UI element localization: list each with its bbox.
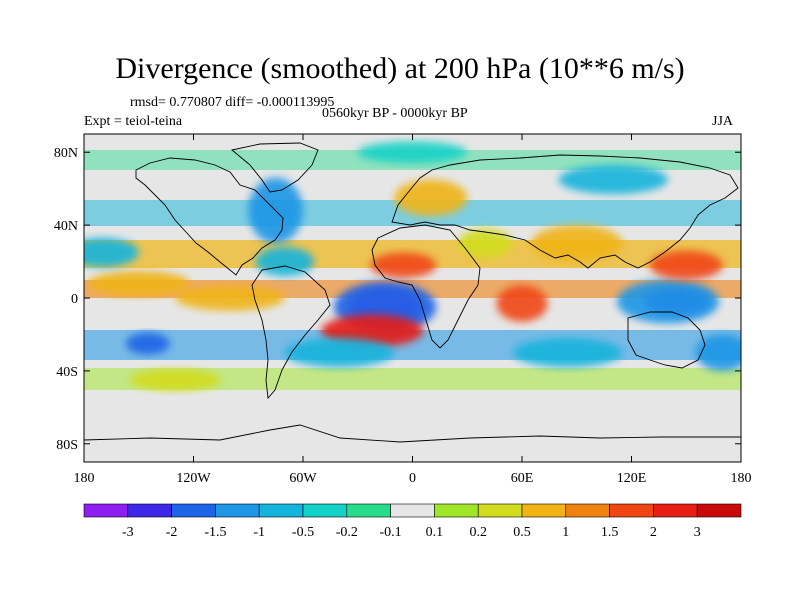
lon-tick-label: 60E xyxy=(511,471,534,486)
colorbar-label: 2 xyxy=(650,525,657,540)
colorbar-label: 0.1 xyxy=(426,525,444,540)
colorbar-swatch xyxy=(258,503,304,518)
lon-tick-label: 120W xyxy=(176,471,211,486)
colorbar-swatch xyxy=(390,503,435,518)
colorbar-swatch xyxy=(215,503,260,518)
lon-tick-label: 60W xyxy=(289,471,317,486)
colorbar-swatch xyxy=(696,503,742,518)
lon-tick-label: 0 xyxy=(409,471,416,486)
colorbar-label: 1 xyxy=(562,525,569,540)
colorbar-swatch xyxy=(434,503,479,518)
colorbar-label: 0.5 xyxy=(513,525,531,540)
coast-greenland xyxy=(231,142,319,193)
colorbar: -3 -2 -1.5 -1 -0.5 -0.2 -0.1 0.1 0.2 0.5 1 1.5 2 3 xyxy=(83,503,742,540)
anomaly-blob xyxy=(129,369,221,391)
colorbar-swatch xyxy=(609,503,654,518)
lat-tick-label: 80S xyxy=(56,438,78,453)
colorbar-swatch xyxy=(477,503,523,518)
colorbar-label: 1.5 xyxy=(601,525,619,540)
lon-tick-label: 180 xyxy=(74,471,95,486)
anomaly-blob xyxy=(531,225,623,262)
lat-tick-label: 40S xyxy=(56,365,78,380)
anomaly-blob xyxy=(87,270,190,297)
colorbar-label: 0.2 xyxy=(469,525,487,540)
anomaly-blob xyxy=(695,334,741,371)
anomaly-blob xyxy=(394,179,468,216)
colorbar-label: -0.1 xyxy=(380,525,402,540)
colorbar-swatch xyxy=(346,503,391,518)
anomaly-blob xyxy=(370,252,437,278)
divergence-field xyxy=(84,141,741,419)
anomaly-blob xyxy=(357,141,468,164)
anomaly-blob xyxy=(496,285,548,322)
colorbar-label: -3 xyxy=(122,525,134,540)
colorbar-label: -2 xyxy=(166,525,178,540)
lat-tick-label: 40N xyxy=(54,219,78,234)
coast-eurasia xyxy=(391,154,739,269)
anomaly-blob xyxy=(512,338,623,368)
lat-tick-label: 0 xyxy=(71,292,78,307)
map-title: Divergence (smoothed) at 200 hPa (10**6 … xyxy=(115,52,685,85)
anomaly-blob xyxy=(616,279,720,324)
colorbar-swatch xyxy=(653,503,698,518)
anomaly-blob xyxy=(558,164,668,195)
coast-south-america xyxy=(251,265,331,400)
axis-ticks: 80N 40N 0 40S 80S 180 120W 60W 0 60E 120E 180 xyxy=(54,134,752,486)
colorbar-swatch xyxy=(83,503,129,518)
coast-antarctica xyxy=(84,424,741,443)
colorbar-label: 3 xyxy=(694,525,701,540)
band-south-mid xyxy=(84,368,741,390)
colorbar-label: -0.2 xyxy=(336,525,358,540)
colorbar-label: -1.5 xyxy=(204,525,226,540)
colorbar-swatch xyxy=(127,503,172,518)
colorbar-swatch xyxy=(171,503,216,518)
season-label: JJA xyxy=(712,114,734,129)
lon-tick-label: 180 xyxy=(731,471,752,486)
coast-australia xyxy=(627,311,706,369)
coast-north-america xyxy=(135,157,284,276)
stats-label: rmsd= 0.770807 diff= -0.000113995 xyxy=(130,95,335,110)
colorbar-label: -1 xyxy=(253,525,265,540)
lat-tick-label: 80N xyxy=(54,146,78,161)
colorbar-swatch xyxy=(565,503,610,518)
colorbar-label: -0.5 xyxy=(292,525,314,540)
anomaly-blob xyxy=(284,338,395,368)
experiment-label: Expt = teiol-teina xyxy=(84,114,183,129)
anomaly-blob xyxy=(84,237,139,268)
coastlines xyxy=(84,142,741,443)
coast-africa xyxy=(371,224,481,349)
colorbar-swatch xyxy=(521,503,567,518)
lon-tick-label: 120E xyxy=(617,471,647,486)
anomaly-blob xyxy=(248,396,358,419)
anomaly-blob xyxy=(175,285,285,311)
anomaly-blob xyxy=(125,332,170,355)
period-label: 0560kyr BP - 0000kyr BP xyxy=(322,106,468,121)
anomaly-blob xyxy=(458,228,513,258)
colorbar-swatch xyxy=(302,503,348,518)
anomaly-blob xyxy=(649,250,723,280)
